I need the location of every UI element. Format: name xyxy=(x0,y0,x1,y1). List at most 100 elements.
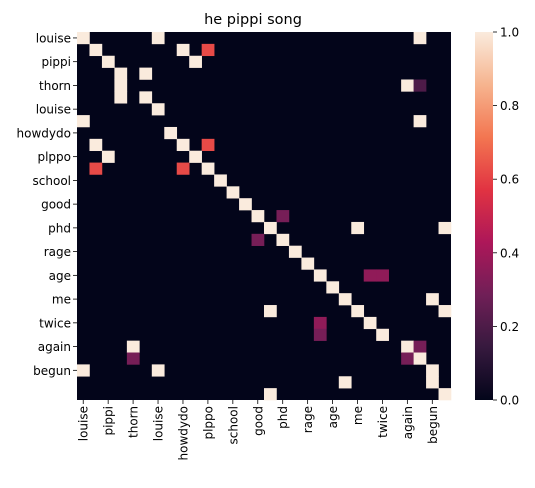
x-tick-label: rage xyxy=(301,406,315,433)
y-tick-label: good xyxy=(41,198,71,212)
y-tick-label: school xyxy=(33,174,71,188)
y-tick-label: twice xyxy=(39,316,71,330)
heatmap-cell xyxy=(77,364,90,376)
heatmap-cell xyxy=(326,281,339,293)
heatmap-cell xyxy=(426,293,439,305)
x-tick-label: age xyxy=(326,406,340,428)
heatmap-cell xyxy=(314,269,327,281)
heatmap-cell xyxy=(139,68,152,80)
y-tick-label: me xyxy=(52,293,71,307)
x-tick-label: me xyxy=(351,406,365,425)
heatmap-cell xyxy=(202,44,215,56)
x-tick-label: howdydo xyxy=(176,406,190,460)
heatmap-cell xyxy=(152,32,165,44)
heatmap-cell xyxy=(276,234,289,246)
y-tick-label: thorn xyxy=(39,79,71,93)
heatmap-cell xyxy=(152,103,165,115)
heatmap-cell xyxy=(114,79,127,91)
heatmap-cell xyxy=(351,305,364,317)
heatmap-cell xyxy=(314,329,327,341)
x-tick-label: louise xyxy=(152,406,166,441)
x-tick-label: twice xyxy=(376,406,390,438)
heatmap-cell xyxy=(301,258,314,270)
y-tick-label: rage xyxy=(44,245,71,259)
heatmap-cell xyxy=(89,44,102,56)
heatmap-cell xyxy=(152,364,165,376)
heatmap-cell xyxy=(177,163,190,175)
heatmap-cell xyxy=(177,139,190,151)
heatmap-cell xyxy=(89,139,102,151)
heatmap-cell xyxy=(264,305,277,317)
heatmap-cell xyxy=(102,151,115,163)
y-tick-label: howdydo xyxy=(17,126,71,140)
colorbar-tick-label: 0.2 xyxy=(500,320,519,334)
x-tick-label: plppo xyxy=(201,406,215,440)
heatmap-cell xyxy=(426,364,439,376)
colorbar-tick-label: 0.4 xyxy=(500,246,519,260)
heatmap-cell xyxy=(289,246,302,258)
heatmap-cell xyxy=(127,353,140,365)
heatmap-cell xyxy=(77,115,90,127)
heatmap-cell xyxy=(439,388,452,400)
colorbar xyxy=(475,32,493,400)
heatmap-cell xyxy=(414,115,427,127)
colorbar-tick-label: 1.0 xyxy=(500,26,519,40)
heatmap-cell xyxy=(139,91,152,103)
heatmap-cell xyxy=(177,44,190,56)
heatmap-cell xyxy=(114,68,127,80)
heatmap-cell xyxy=(351,222,364,234)
heatmap-cell xyxy=(426,376,439,388)
heatmap-cell xyxy=(102,56,115,68)
heatmap-cell xyxy=(364,317,377,329)
heatmap-cell xyxy=(414,341,427,353)
heatmap-cell xyxy=(364,269,377,281)
heatmap-cell xyxy=(439,305,452,317)
x-tick-label: begun xyxy=(426,406,440,444)
y-tick-label: pippi xyxy=(41,55,71,69)
y-tick-label: begun xyxy=(33,364,71,378)
x-tick-label: pippi xyxy=(102,406,116,436)
heatmap-cell xyxy=(252,234,265,246)
heatmap-cell xyxy=(127,341,140,353)
heatmap-cell xyxy=(89,163,102,175)
colorbar-tick-label: 0.6 xyxy=(500,173,519,187)
heatmap-cell xyxy=(401,79,414,91)
heatmap-cell xyxy=(339,376,352,388)
y-tick-label: louise xyxy=(36,103,71,117)
heatmap-cell xyxy=(264,222,277,234)
heatmap-cell xyxy=(414,32,427,44)
x-tick-label: louise xyxy=(77,406,91,441)
y-axis: louise pippi thorn louise howdydo plppo school… xyxy=(17,31,77,377)
heatmap-cell xyxy=(276,210,289,222)
heatmap-cell xyxy=(114,91,127,103)
heatmap-cell xyxy=(401,341,414,353)
heatmap-cell xyxy=(264,388,277,400)
colorbar-tick-label: 0.8 xyxy=(500,99,519,113)
heatmap-cell xyxy=(77,32,90,44)
heatmap-cell xyxy=(414,353,427,365)
heatmap-cell xyxy=(202,163,215,175)
heatmap-cell xyxy=(314,317,327,329)
x-tick-label: again xyxy=(401,406,415,439)
heatmap-cell xyxy=(439,222,452,234)
x-tick-label: good xyxy=(251,406,265,436)
y-tick-label: plppo xyxy=(37,150,71,164)
heatmap-cell xyxy=(202,139,215,151)
heatmap-cell xyxy=(189,151,202,163)
heatmap-cell xyxy=(239,198,252,210)
x-tick-label: thorn xyxy=(127,406,141,438)
heatmap-cell xyxy=(214,174,227,186)
heatmap-cell xyxy=(339,293,352,305)
y-tick-label: again xyxy=(38,340,71,354)
heatmap-cells xyxy=(77,32,451,400)
heatmap-cell xyxy=(164,127,177,139)
heatmap-cell xyxy=(414,79,427,91)
heatmap-cell xyxy=(227,186,240,198)
colorbar-tick-label: 0.0 xyxy=(500,394,519,408)
heatmap-cell xyxy=(376,329,389,341)
x-tick-label: phd xyxy=(276,406,290,429)
colorbar-axis: 0.0 0.2 0.4 0.6 0.8 1.0 xyxy=(493,26,519,408)
x-tick-label: school xyxy=(226,406,240,444)
